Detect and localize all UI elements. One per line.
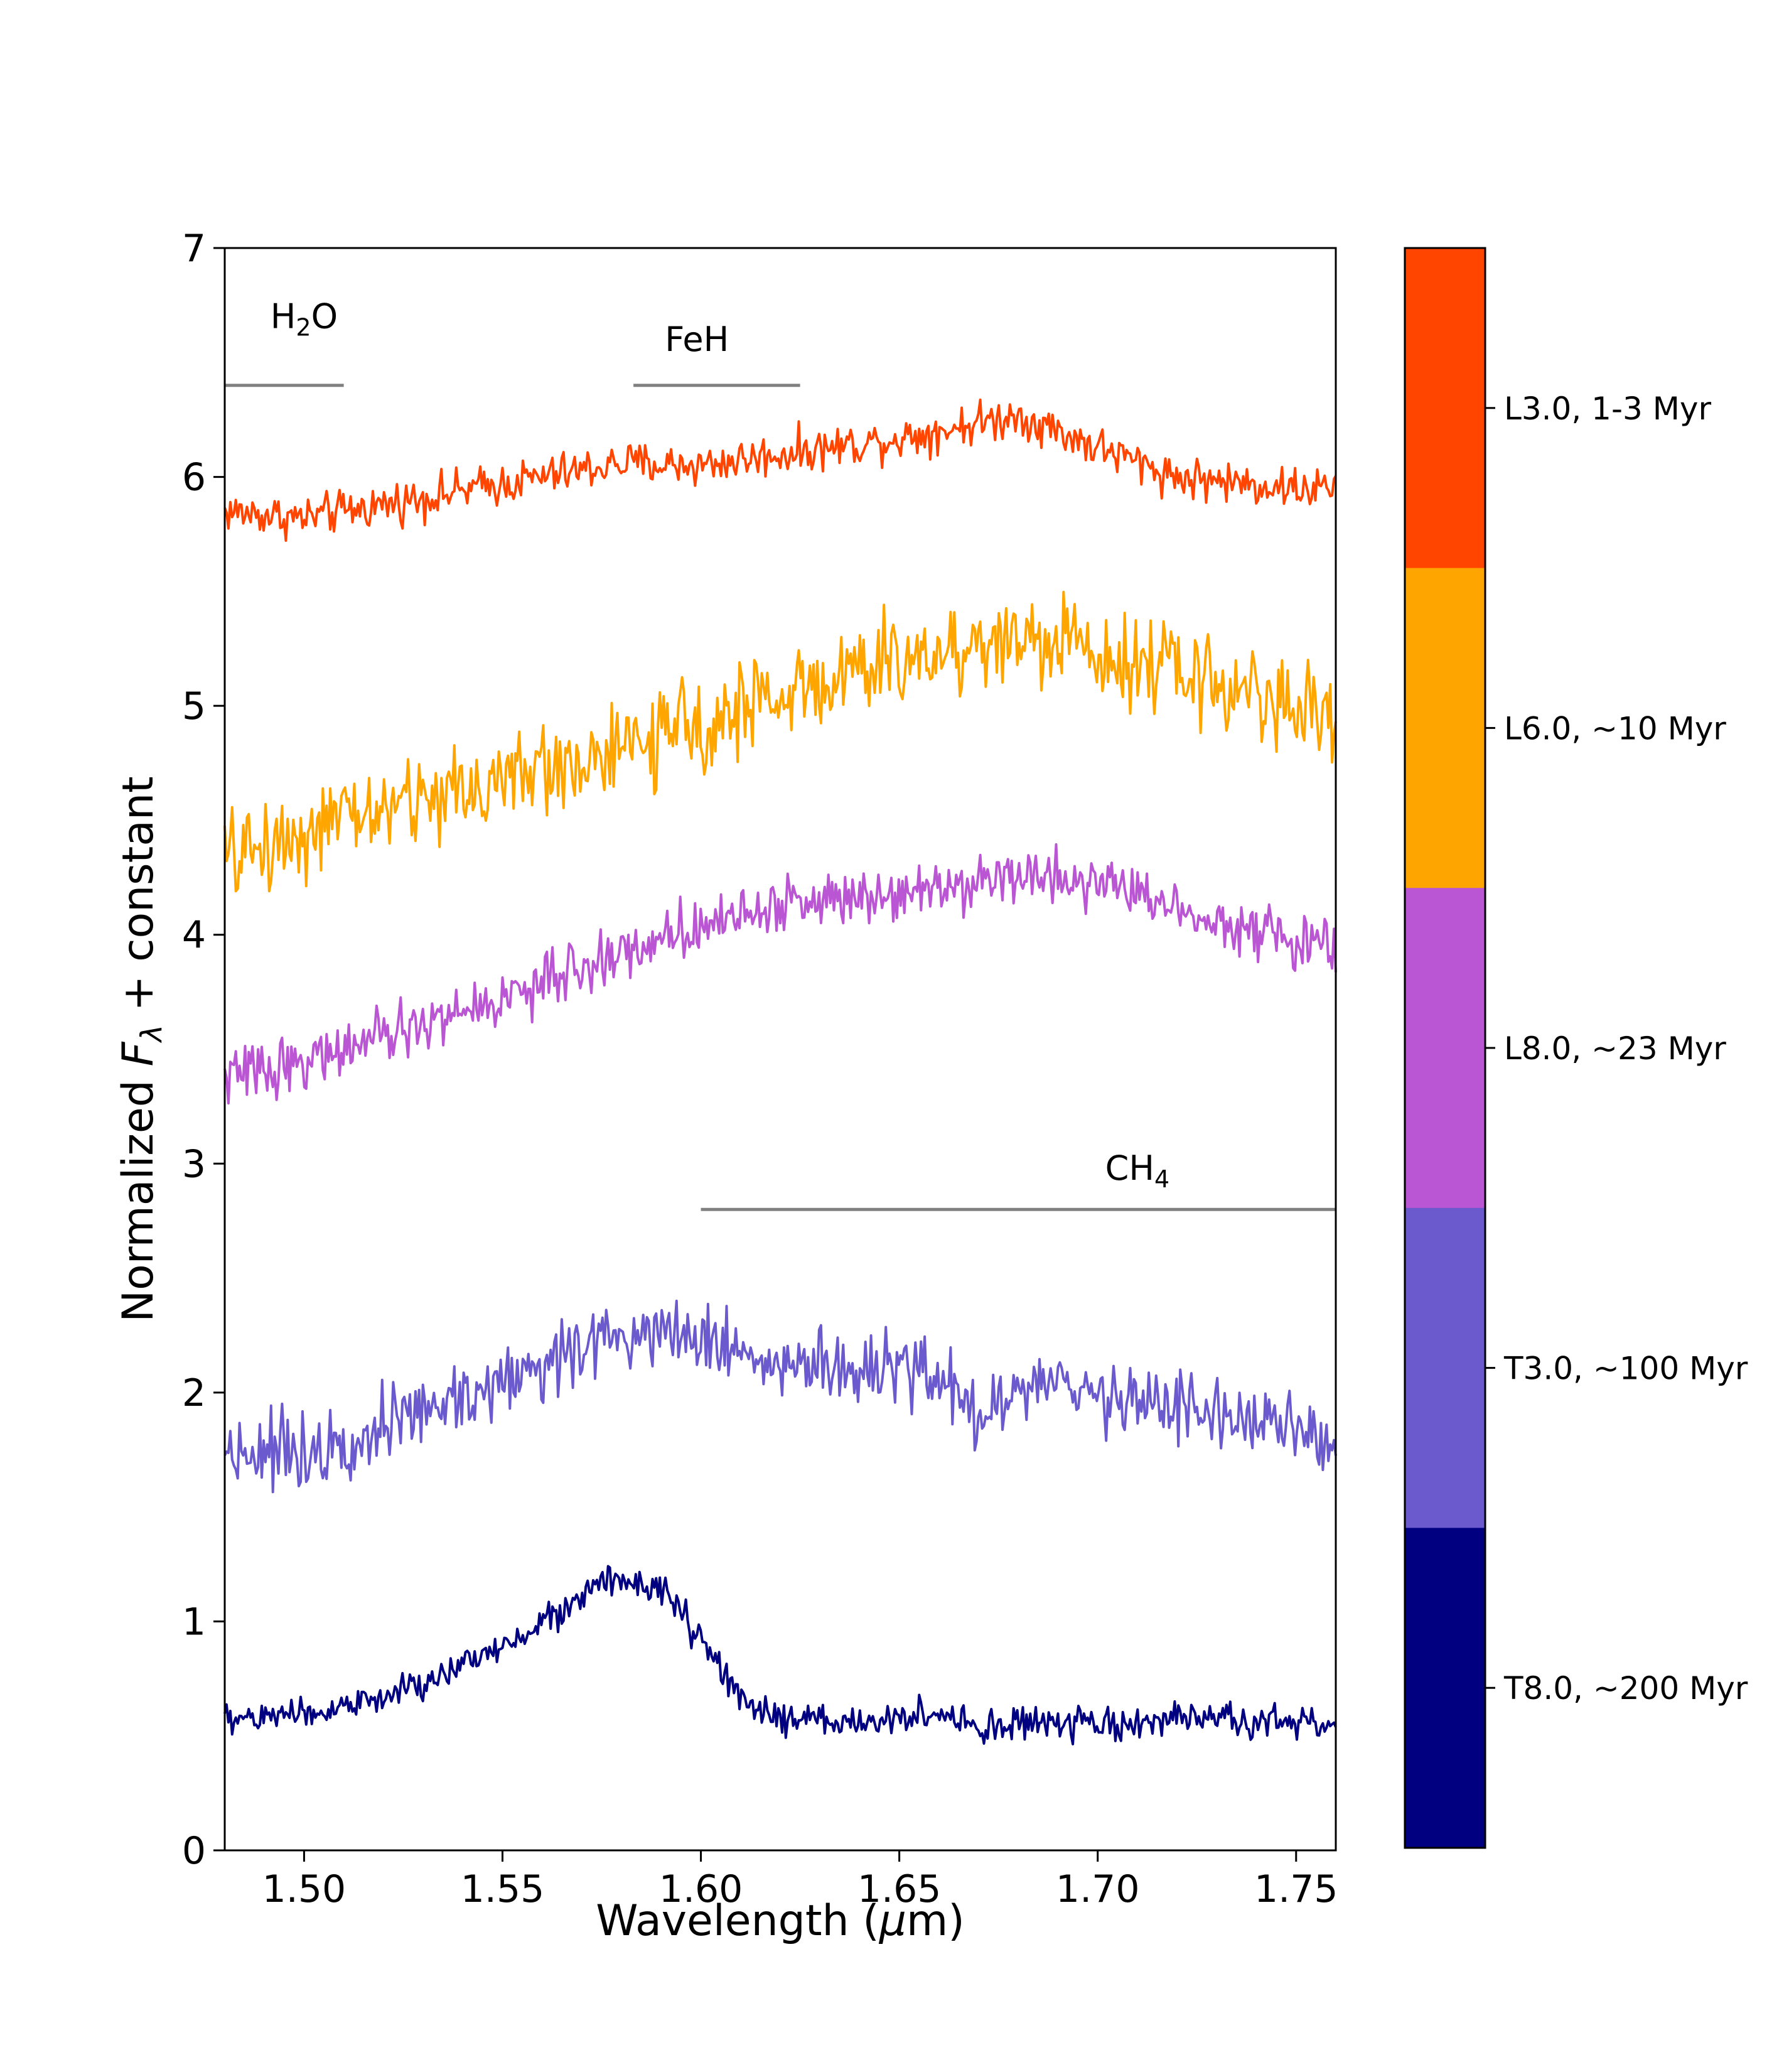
colorbar-segment bbox=[1405, 1207, 1485, 1528]
colorbar-segment bbox=[1405, 568, 1485, 888]
colorbar-label: L6.0, ~10 Myr bbox=[1504, 710, 1726, 747]
x-tick-label: 1.50 bbox=[262, 1867, 347, 1911]
band-label-feh: FeH bbox=[665, 320, 729, 359]
y-axis-label: Normalized Fλ + constant bbox=[114, 776, 168, 1322]
plot-frame bbox=[223, 247, 1337, 1852]
colorbar-label: T3.0, ~100 Myr bbox=[1503, 1351, 1748, 1387]
series-line-t3-0 bbox=[223, 1299, 1337, 1494]
x-tick-label: 1.75 bbox=[1254, 1867, 1338, 1911]
y-tick-label: 7 bbox=[182, 227, 206, 271]
colorbar-segment bbox=[1405, 888, 1485, 1209]
colorbar-label: L8.0, ~23 Myr bbox=[1504, 1030, 1726, 1067]
series-line-l8-0 bbox=[223, 843, 1337, 1105]
y-tick-label: 6 bbox=[182, 456, 206, 500]
colorbar-segment bbox=[1405, 248, 1485, 569]
y-tick-label: 5 bbox=[182, 684, 206, 728]
band-label-ch4: CH4 bbox=[1105, 1148, 1170, 1193]
series-line-l6-0 bbox=[223, 590, 1337, 893]
series-layer bbox=[223, 398, 1337, 1746]
y-tick-label: 1 bbox=[182, 1600, 206, 1644]
band-label-h2o: H2O bbox=[271, 297, 338, 342]
x-tick-label: 1.65 bbox=[857, 1867, 942, 1911]
colorbar-segment bbox=[1405, 1528, 1485, 1848]
y-axis: 0 1 2 3 4 5 6 7 bbox=[182, 227, 225, 1873]
annotation-layer: H2O FeH CH4 bbox=[225, 297, 1336, 1211]
series-line-t8-0 bbox=[223, 1565, 1337, 1746]
y-tick-label: 2 bbox=[182, 1371, 206, 1415]
colorbar-label: T8.0, ~200 Myr bbox=[1503, 1670, 1748, 1707]
x-axis: 1.50 1.55 1.60 1.65 1.70 1.75 bbox=[262, 1850, 1338, 1911]
colorbar: L3.0, 1-3 Myr L6.0, ~10 Myr L8.0, ~23 Myr T… bbox=[1404, 247, 1748, 1849]
x-axis-label: Wavelength (μm) bbox=[596, 1896, 965, 1946]
y-tick-label: 4 bbox=[182, 914, 206, 958]
y-tick-label: 3 bbox=[182, 1142, 206, 1186]
x-tick-label: 1.55 bbox=[461, 1867, 545, 1911]
x-tick-label: 1.70 bbox=[1056, 1867, 1140, 1911]
colorbar-label: L3.0, 1-3 Myr bbox=[1504, 391, 1711, 427]
series-line-l3-0 bbox=[223, 398, 1337, 542]
y-tick-label: 0 bbox=[182, 1829, 206, 1873]
x-tick-label: 1.60 bbox=[659, 1867, 743, 1911]
